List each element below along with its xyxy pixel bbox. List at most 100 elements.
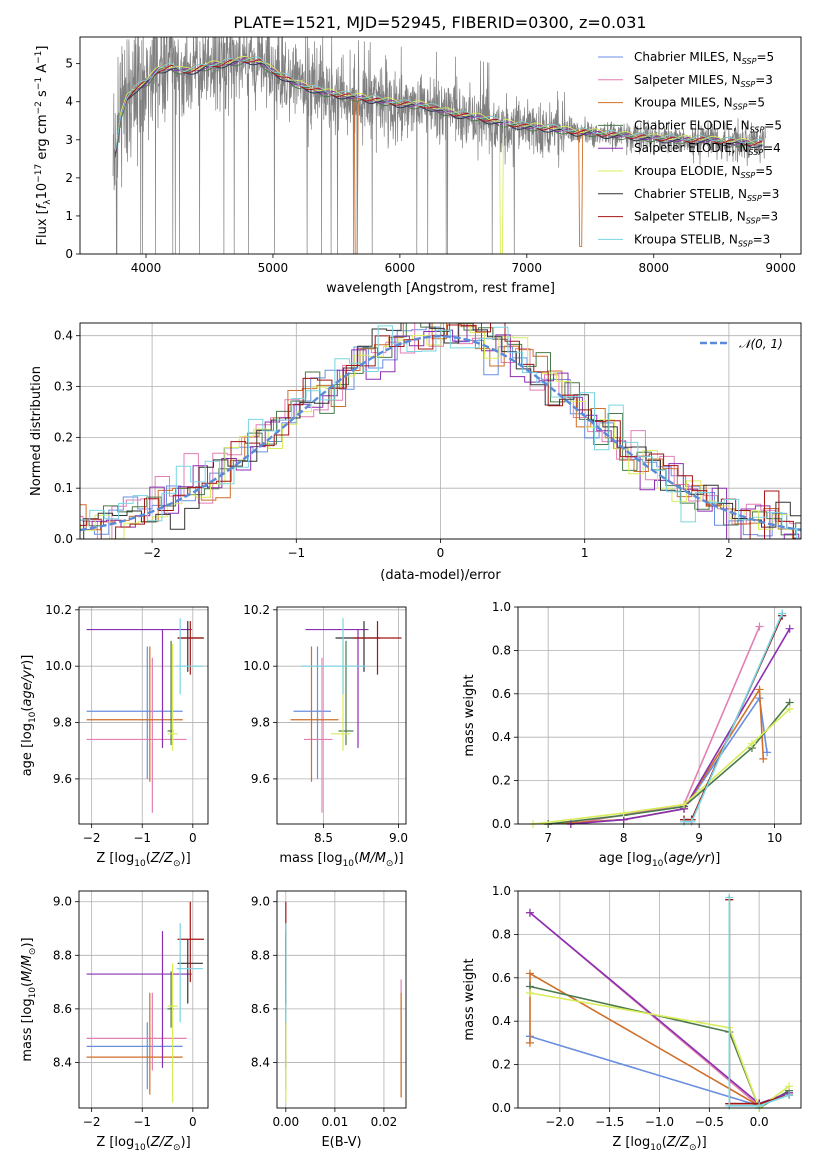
x-axis-label: E(B-V)	[321, 1135, 361, 1150]
y-tick-label: 8.4	[251, 1055, 270, 1069]
x-axis-label: Z [log10(Z/Z⊙)]	[96, 851, 190, 869]
weight-point	[763, 748, 772, 757]
x-tick-label: 0.01	[322, 1115, 349, 1129]
x-tick-label: 7000	[512, 261, 543, 275]
x-tick-label: −2.0	[545, 1115, 574, 1129]
y-tick-label: 9.8	[251, 716, 270, 730]
age-vs-Z-plot: −2 −1 0 9.6 9.8 10.0 10.2 Z [log10(Z/Z⊙)] age [l…	[20, 603, 209, 869]
legend-entry: Kroupa STELIB, NSSP=3	[634, 232, 770, 248]
residual-hist-kroupa-elodie	[80, 323, 801, 539]
legend-entry: Chabrier ELODIE, NSSP=5	[634, 118, 782, 134]
weight-point	[680, 817, 689, 826]
weight-point	[525, 1038, 534, 1047]
weight-point	[785, 624, 794, 633]
y-tick-label: 1.0	[492, 600, 511, 614]
y-tick-label: 8.8	[53, 948, 72, 962]
y-tick-label: 0.4	[492, 1014, 511, 1028]
residuals-plot: −2 −1 0 1 2 0.0 0.1 0.2 0.3 0.4 (data-model)/error…	[29, 322, 802, 583]
spectrum-data-trace	[112, 37, 766, 254]
x-tick-label: 4000	[131, 261, 162, 275]
x-tick-label: −1.5	[595, 1115, 624, 1129]
y-tick-label: 0.1	[54, 481, 73, 495]
y-axis-label: age [log10(age/yr)]	[20, 655, 38, 777]
y-tick-label: 0.0	[492, 817, 511, 831]
y-tick-label: 10.0	[45, 659, 72, 673]
x-tick-label: 0.00	[272, 1115, 299, 1129]
x-tick-label: −2	[83, 831, 101, 845]
weight-line	[570, 628, 791, 825]
residual-hist-chabrier-elodie	[80, 323, 801, 536]
y-tick-label: 8.6	[251, 1002, 270, 1016]
y-tick-label: 10.2	[45, 603, 72, 617]
age-vs-Z-errorbars	[86, 618, 204, 813]
x-axis-label: Z [log10(Z/Z⊙)]	[612, 1135, 706, 1153]
weight-point	[525, 969, 534, 978]
axes-frame	[79, 322, 802, 540]
y-tick-label: 8.6	[53, 1002, 72, 1016]
figure-title: PLATE=1521, MJD=52945, FIBERID=0300, z=0…	[233, 13, 646, 32]
x-tick-label: 0	[189, 1115, 197, 1129]
x-tick-label: 10	[767, 831, 782, 845]
axes-frame	[276, 890, 407, 1109]
x-tick-label: 2	[725, 546, 733, 560]
spectrum-model-kroupa-elodie	[115, 55, 763, 254]
axes-frame	[78, 606, 209, 825]
y-tick-label: 10.2	[243, 603, 270, 617]
weight-line	[728, 897, 790, 1107]
legend-entry: Salpeter STELIB, NSSP=3	[634, 210, 778, 226]
x-tick-label: 8000	[638, 261, 669, 275]
weight-point	[755, 685, 764, 694]
y-tick-label: 1	[65, 209, 73, 223]
x-axis-label: wavelength [Angstrom, rest frame]	[326, 281, 555, 296]
residual-histograms	[80, 323, 801, 539]
y-tick-label: 10.0	[243, 659, 270, 673]
y-tick-label: 4	[65, 95, 73, 109]
legend-entry: Salpeter MILES, NSSP=3	[634, 73, 773, 89]
y-tick-label: 2	[65, 171, 73, 185]
legend-entry: Kroupa MILES, NSSP=5	[634, 96, 765, 112]
age-vs-mass-plot: 8.5 9.0 9.6 9.8 10.0 10.2 mass [log10(M/M⊙)]	[243, 603, 408, 869]
legend-entry: Chabrier STELIB, NSSP=3	[634, 187, 779, 203]
x-tick-label: 9000	[765, 261, 796, 275]
mass-vs-ebv-plot: 0.00 0.01 0.02 8.4 8.6 8.8 9.0 E(B-V)	[251, 890, 407, 1150]
weight-point	[785, 704, 794, 713]
y-axis-label: mass weight	[462, 674, 477, 756]
mass-vs-Z-plot: −2 −1 0 8.4 8.6 8.8 9.0 Z [log10(Z/Z⊙)] mass [lo…	[20, 890, 209, 1153]
axes-frame	[517, 890, 802, 1109]
residual-hist-salpeter-miles	[80, 323, 801, 539]
spectrum-model-kroupa-stelib	[115, 56, 763, 151]
weight-line	[570, 626, 761, 825]
mass-vs-Z-errorbars	[86, 901, 204, 1103]
x-axis-label: age [log10(age/yr)]	[599, 851, 721, 869]
y-tick-label: 0.0	[54, 532, 73, 546]
y-tick-label: 0.2	[492, 1058, 511, 1072]
weight-point	[525, 988, 534, 997]
weight-line	[548, 701, 791, 825]
x-tick-label: −1	[133, 831, 151, 845]
y-tick-label: 0.8	[492, 643, 511, 657]
y-tick-label: 0.2	[54, 430, 73, 444]
weight-point	[778, 609, 787, 618]
weight-point	[687, 817, 696, 826]
y-tick-label: 9.0	[251, 895, 270, 909]
y-tick-label: 9.0	[53, 895, 72, 909]
legend-entry-normal: 𝒩(0, 1)	[739, 337, 783, 351]
x-tick-label: −1	[133, 1115, 151, 1129]
legend-entry: Salpeter ELODIE, NSSP=4	[634, 141, 781, 157]
spectrum-legend: Chabrier MILES, NSSP=5 Salpeter MILES, NS…	[598, 50, 782, 248]
y-tick-label: 1.0	[492, 884, 511, 898]
x-tick-label: 9.0	[389, 831, 408, 845]
x-tick-label: −1.0	[645, 1115, 674, 1129]
y-tick-label: 0.4	[54, 329, 73, 343]
y-axis-label: mass weight	[462, 958, 477, 1040]
age-vs-mass-errorbars	[290, 618, 402, 813]
y-tick-label: 0	[65, 247, 73, 261]
y-tick-label: 8.8	[251, 948, 270, 962]
weight-point	[785, 1090, 794, 1099]
x-tick-label: 5000	[258, 261, 289, 275]
x-tick-label: 1	[581, 546, 589, 560]
axes-frame	[276, 606, 407, 825]
mass-weight-vs-Z-plot: −2.0 −1.5 −1.0 −0.5 0.0 0.0 0.2 0.4 0.6 0.8 1.0 Z […	[462, 884, 802, 1153]
weight-point	[725, 1101, 734, 1110]
